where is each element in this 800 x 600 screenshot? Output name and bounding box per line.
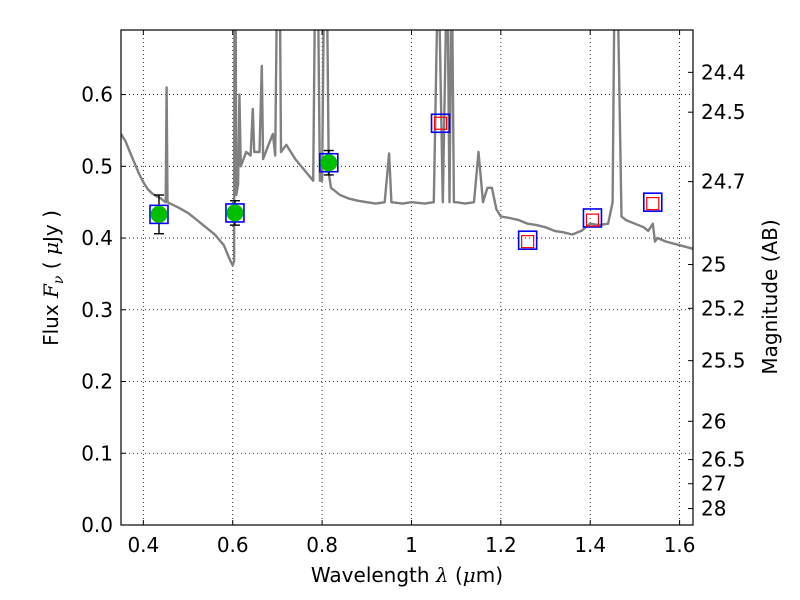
x-axis-label-text: Wavelength <box>311 563 436 587</box>
model-spectrum-layer <box>121 30 693 267</box>
y-axis-ticks: 0.0 0.1 0.2 0.3 0.4 0.5 0.6 <box>81 83 126 537</box>
y-tick-label: 0.4 <box>81 226 113 250</box>
x-tick-label: 0.4 <box>127 533 159 557</box>
model-photometry-box <box>642 192 663 212</box>
model-photometry-box <box>430 113 451 134</box>
y-axis-label-text: Flux <box>39 298 63 346</box>
y-tick-label: 0.1 <box>81 441 113 465</box>
upper-limit-point <box>646 197 660 211</box>
plot-frame <box>120 29 694 526</box>
y-tick-label: 0.2 <box>81 370 113 394</box>
x-tick-label: 1 <box>405 533 418 557</box>
observed-point <box>226 204 244 222</box>
y-tick-label: 0.3 <box>81 298 113 322</box>
photometry-layer <box>149 113 663 250</box>
x-tick-label: 1.4 <box>574 533 606 557</box>
y-tick-label: 0.6 <box>81 83 113 107</box>
magnitude-tick-label: 25.5 <box>701 349 746 373</box>
magnitude-tick-label: 25.2 <box>701 296 746 320</box>
model-photometry-box <box>582 208 603 228</box>
upper-limit-point <box>585 213 600 227</box>
magnitude-axis-label: Magnitude (AB) <box>758 219 782 374</box>
y-axis-mu: μ <box>39 242 63 255</box>
model-photometry-box <box>517 230 538 250</box>
magnitude-tick-label: 26 <box>701 409 726 433</box>
magnitude-tick-label: 24.4 <box>701 60 746 84</box>
magnitude-tick-label: 24.7 <box>701 170 746 194</box>
x-axis-ticks: 0.4 0.6 0.8 1 1.2 1.4 1.6 <box>127 30 696 557</box>
y-axis-unit: Jy ) <box>39 210 63 244</box>
model-spectrum-line <box>121 30 693 267</box>
magnitude-tick-label: 24.5 <box>701 100 746 124</box>
x-axis-unit: m) <box>476 563 503 587</box>
x-axis-lambda: λ <box>435 563 449 587</box>
y-tick-label: 0.0 <box>81 513 113 537</box>
upper-limit-point <box>433 116 448 130</box>
y-axis-label: Flux Fν ( μJy ) <box>39 210 67 346</box>
y-tick-label: 0.5 <box>81 154 113 178</box>
x-axis-mu: μ <box>463 563 476 587</box>
y-axis-nu: ν <box>51 275 67 284</box>
x-axis-open-paren: ( <box>449 563 463 587</box>
magnitude-tick-label: 25 <box>701 253 726 277</box>
x-tick-label: 1.2 <box>485 533 517 557</box>
x-axis-label: Wavelength λ (μm) <box>311 563 503 587</box>
y-axis-F: F <box>39 283 63 299</box>
model-photometry-box <box>318 152 339 173</box>
model-photometry-box <box>149 204 169 225</box>
x-tick-label: 0.8 <box>306 533 338 557</box>
y-axis-open-paren: ( <box>39 255 63 276</box>
magnitude-tick-label: 27 <box>701 472 726 496</box>
magnitude-tick-label: 26.5 <box>701 448 746 472</box>
x-tick-label: 0.6 <box>217 533 249 557</box>
observed-point <box>320 154 338 172</box>
model-photometry-box <box>225 203 245 223</box>
x-tick-label: 1.6 <box>664 533 696 557</box>
magnitude-tick-label: 28 <box>701 497 726 521</box>
grid <box>121 30 693 525</box>
upper-limit-point <box>521 235 535 249</box>
observed-point <box>150 205 168 223</box>
